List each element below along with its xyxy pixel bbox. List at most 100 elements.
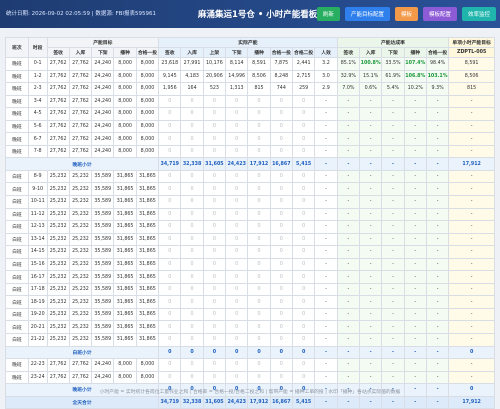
cell: - bbox=[358, 270, 383, 284]
cell: - bbox=[358, 144, 383, 159]
cell: - bbox=[314, 358, 338, 372]
cell: 31,865 bbox=[135, 270, 160, 284]
cell: 0 bbox=[202, 107, 227, 121]
data-row: 白班 16-17 25,232 25,232 35,589 31,865 31,865 0 0 0… bbox=[5, 270, 495, 284]
cell: - bbox=[403, 295, 427, 309]
cell: 0 bbox=[158, 257, 182, 272]
cell: - bbox=[314, 182, 338, 196]
cell: 8,000 bbox=[135, 69, 160, 84]
cell: 25,232 bbox=[68, 220, 93, 234]
column-header: 时段 bbox=[27, 37, 48, 58]
cell: 白班 bbox=[5, 245, 29, 259]
cell: - bbox=[381, 345, 405, 360]
cell: - bbox=[314, 144, 338, 159]
data-row: 白班 20-21 25,232 25,232 35,589 31,865 31,865 0 0 0… bbox=[5, 320, 495, 335]
cell: - bbox=[448, 320, 495, 335]
cell: - bbox=[448, 207, 495, 222]
cell: - bbox=[314, 270, 338, 284]
cell: - bbox=[358, 119, 383, 134]
cell: - bbox=[314, 307, 338, 322]
cell: 24,240 bbox=[91, 144, 115, 159]
cell: 27,762 bbox=[46, 107, 70, 121]
cell: - bbox=[314, 195, 338, 209]
cell: 0 bbox=[202, 282, 227, 297]
cell: 晚班 bbox=[5, 69, 29, 84]
cell: 0 bbox=[269, 182, 293, 196]
cell: 16-17 bbox=[27, 270, 48, 284]
cell: - bbox=[425, 257, 450, 272]
cell: - bbox=[403, 169, 427, 184]
data-row: 晚班 22-23 27,762 27,762 24,240 8,000 8,000 0 0 0 0 0… bbox=[5, 358, 495, 372]
cell: 8,000 bbox=[135, 358, 160, 372]
cell: - bbox=[448, 333, 495, 347]
data-row: 晚班 2-3 27,762 27,762 24,240 8,000 8,000 1,956 16… bbox=[5, 82, 495, 96]
cell: - bbox=[403, 144, 427, 159]
cell: 25,232 bbox=[46, 169, 70, 184]
cell: 8,000 bbox=[113, 107, 137, 121]
cell: 31,865 bbox=[113, 333, 137, 347]
cell: - bbox=[425, 270, 450, 284]
cell: - bbox=[358, 320, 383, 335]
cell: - bbox=[358, 232, 383, 247]
cell: 0 bbox=[247, 333, 271, 347]
cell: 5-6 bbox=[27, 119, 48, 134]
cell: - bbox=[403, 220, 427, 234]
column-header: ZDPTL-005 bbox=[448, 47, 495, 58]
column-header: 上架 bbox=[202, 47, 227, 58]
cell: 32.9% bbox=[336, 69, 361, 84]
cell: 27,762 bbox=[46, 57, 70, 71]
toolbar-button[interactable]: 模板 bbox=[394, 7, 418, 21]
cell: 0 bbox=[158, 144, 182, 159]
cell: 25,232 bbox=[68, 169, 93, 184]
cell: 24,240 bbox=[91, 94, 115, 109]
cell: 1,956 bbox=[158, 82, 182, 96]
cell: 31,865 bbox=[135, 195, 160, 209]
cell: 0 bbox=[269, 220, 293, 234]
cell: 8-9 bbox=[27, 169, 48, 184]
cell: 0 bbox=[247, 282, 271, 297]
cell: 20-21 bbox=[27, 320, 48, 335]
cell: 0 bbox=[202, 132, 227, 146]
cell: - bbox=[381, 370, 405, 385]
cell: 0 bbox=[202, 169, 227, 184]
cell: 21-22 bbox=[27, 333, 48, 347]
cell: 8,591 bbox=[448, 57, 495, 71]
cell: 0 bbox=[180, 333, 204, 347]
cell: 0 bbox=[269, 370, 293, 385]
cell: 13-14 bbox=[27, 232, 48, 247]
toolbar-button[interactable]: 效率监控 bbox=[461, 7, 496, 21]
cell: 0 bbox=[158, 358, 182, 372]
cell: 25,232 bbox=[46, 270, 70, 284]
column-header: 入库 bbox=[180, 47, 204, 58]
cell: 0 bbox=[202, 94, 227, 109]
cell: 0 bbox=[180, 232, 204, 247]
cell: 27,762 bbox=[68, 69, 93, 84]
cell: 27,762 bbox=[46, 119, 70, 134]
data-row: 白班 17-18 25,232 25,232 35,589 31,865 31,865 0 0 0… bbox=[5, 282, 495, 297]
cell: 0 bbox=[269, 320, 293, 335]
toolbar-button[interactable]: 模板配置 bbox=[422, 7, 457, 21]
cell: 19-20 bbox=[27, 307, 48, 322]
cell: 0 bbox=[291, 232, 316, 247]
cell: 27,762 bbox=[46, 94, 70, 109]
toolbar-button[interactable]: 产能目标配置 bbox=[344, 7, 390, 21]
cell: - bbox=[403, 270, 427, 284]
toolbar-button[interactable]: 刷新 bbox=[316, 7, 340, 21]
cell: 0 bbox=[225, 144, 249, 159]
cell: 0 bbox=[225, 257, 249, 272]
cell: 0 bbox=[225, 383, 249, 397]
cell: 8,000 bbox=[135, 370, 160, 385]
cell: - bbox=[314, 333, 338, 347]
cell: - bbox=[381, 320, 405, 335]
cell: 0 bbox=[291, 370, 316, 385]
cell: 31,865 bbox=[113, 232, 137, 247]
cell: 0 bbox=[158, 220, 182, 234]
cell: 24,240 bbox=[91, 370, 115, 385]
cell: 0 bbox=[225, 358, 249, 372]
cell: 0 bbox=[225, 107, 249, 121]
cell: 9,145 bbox=[158, 69, 182, 84]
cell: 259 bbox=[291, 82, 316, 96]
cell: - bbox=[425, 157, 450, 171]
cell: 31,865 bbox=[135, 307, 160, 322]
cell: 1-2 bbox=[27, 69, 48, 84]
